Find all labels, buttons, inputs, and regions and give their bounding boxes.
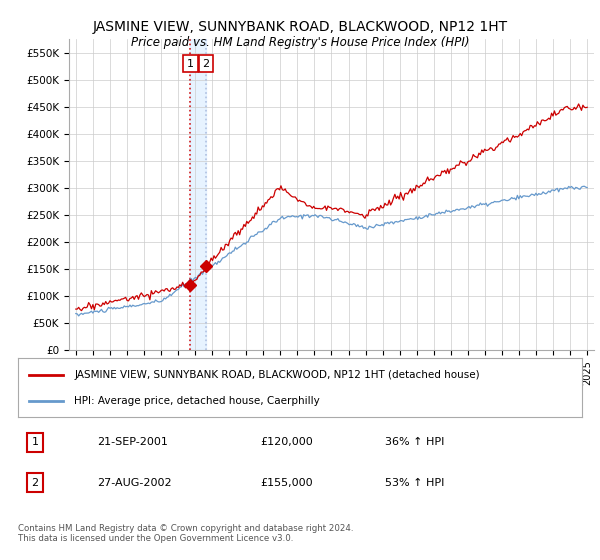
Text: £120,000: £120,000 bbox=[260, 437, 313, 447]
Text: JASMINE VIEW, SUNNYBANK ROAD, BLACKWOOD, NP12 1HT: JASMINE VIEW, SUNNYBANK ROAD, BLACKWOOD,… bbox=[92, 20, 508, 34]
Text: £155,000: £155,000 bbox=[260, 478, 313, 488]
Text: 27-AUG-2002: 27-AUG-2002 bbox=[97, 478, 172, 488]
Text: 53% ↑ HPI: 53% ↑ HPI bbox=[385, 478, 444, 488]
Text: 1: 1 bbox=[187, 59, 194, 68]
Text: JASMINE VIEW, SUNNYBANK ROAD, BLACKWOOD, NP12 1HT (detached house): JASMINE VIEW, SUNNYBANK ROAD, BLACKWOOD,… bbox=[74, 370, 480, 380]
Text: 21-SEP-2001: 21-SEP-2001 bbox=[97, 437, 168, 447]
Text: 36% ↑ HPI: 36% ↑ HPI bbox=[385, 437, 444, 447]
Text: Contains HM Land Registry data © Crown copyright and database right 2024.
This d: Contains HM Land Registry data © Crown c… bbox=[18, 524, 353, 543]
Text: 1: 1 bbox=[31, 437, 38, 447]
Text: 2: 2 bbox=[202, 59, 209, 68]
Text: 2: 2 bbox=[31, 478, 38, 488]
Text: Price paid vs. HM Land Registry's House Price Index (HPI): Price paid vs. HM Land Registry's House … bbox=[131, 36, 469, 49]
Bar bbox=[190, 39, 206, 350]
Text: HPI: Average price, detached house, Caerphilly: HPI: Average price, detached house, Caer… bbox=[74, 396, 320, 406]
